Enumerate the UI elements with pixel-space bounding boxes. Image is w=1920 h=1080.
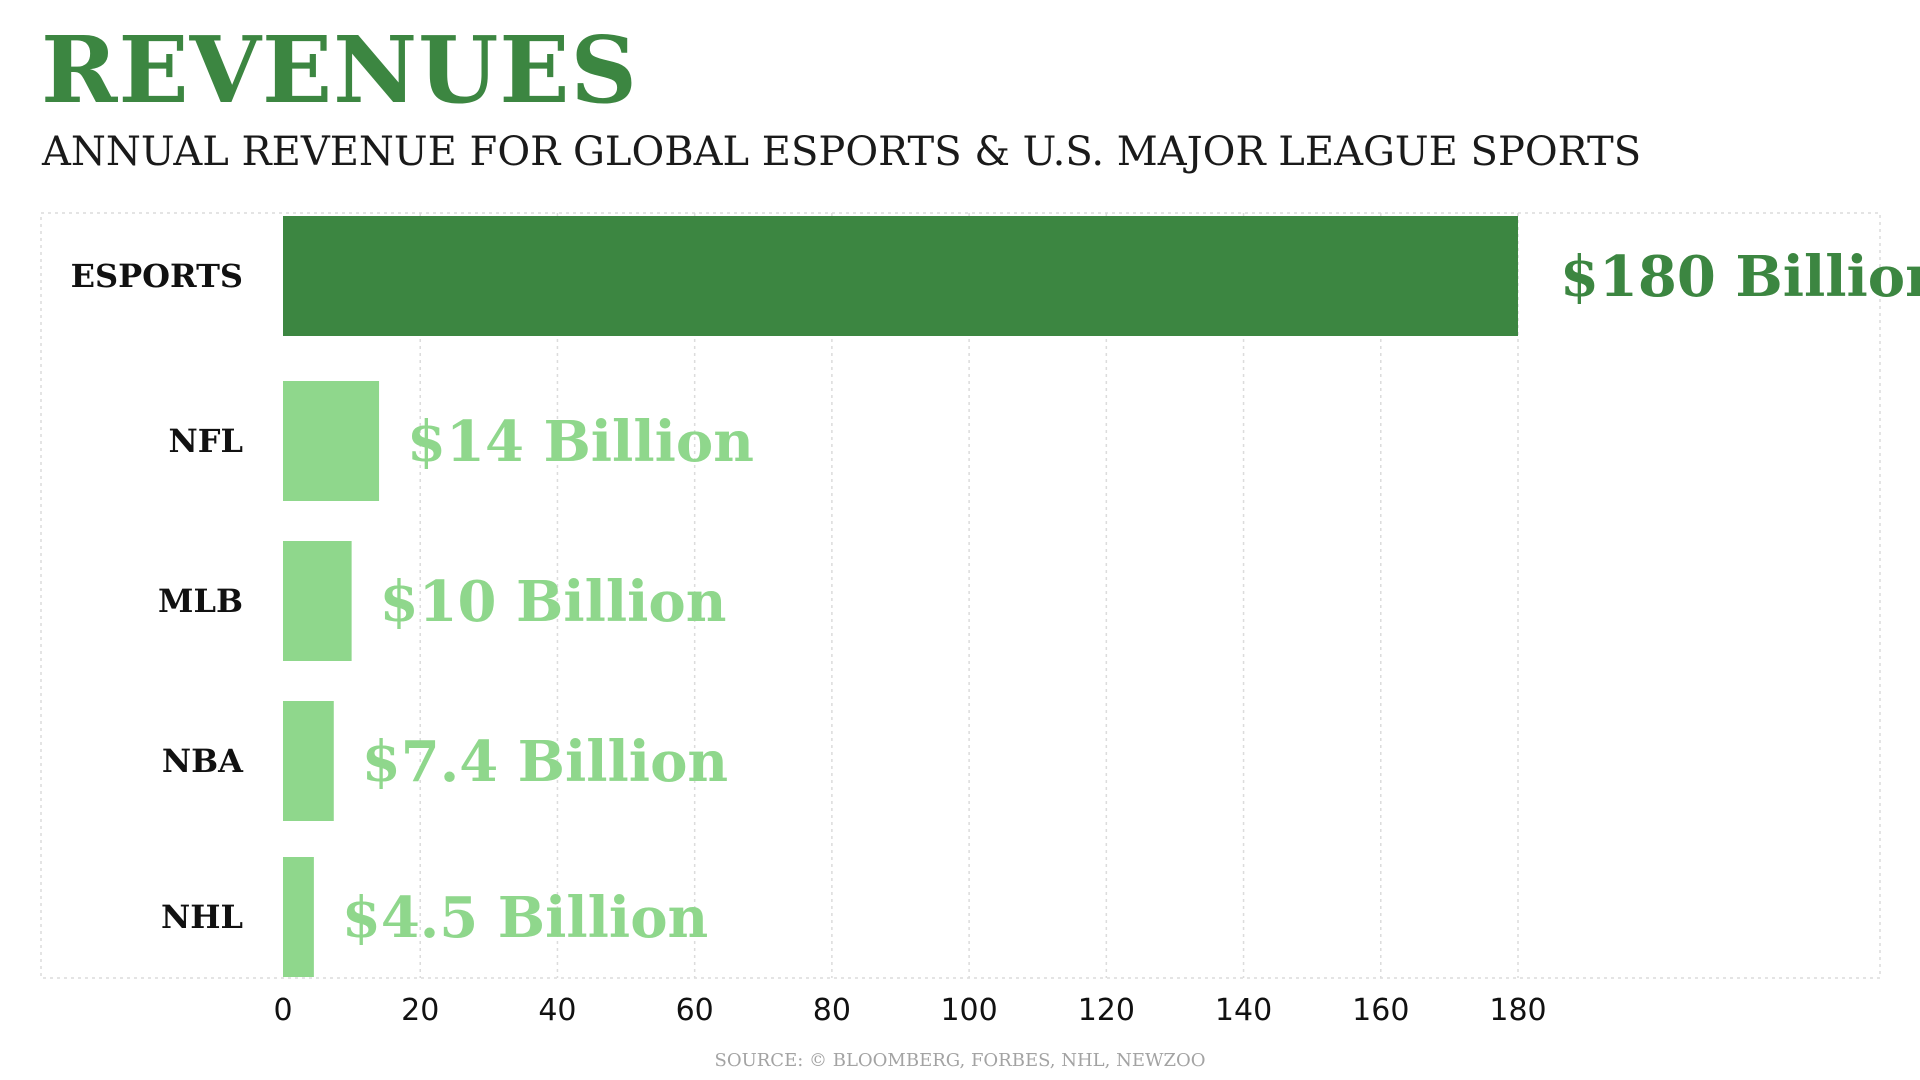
- value-label-esports: $180 Billion: [1560, 244, 1920, 310]
- grid-lines: [40, 212, 1881, 979]
- category-label-mlb: MLB: [158, 582, 243, 620]
- x-tick-label-60: 60: [676, 993, 714, 1028]
- x-tick-label-140: 140: [1215, 993, 1272, 1028]
- x-tick-label-80: 80: [813, 993, 851, 1028]
- chart-subtitle: ANNUAL REVENUE FOR GLOBAL ESPORTS & U.S.…: [42, 129, 1642, 175]
- bar-nhl: [283, 857, 314, 977]
- category-label-nba: NBA: [162, 742, 244, 780]
- x-axis-ticks: 0 20 40 60 80 100 120 140 160 180: [273, 993, 1546, 1028]
- category-labels: ESPORTS NFL MLB NBA NHL: [71, 257, 245, 936]
- value-labels: $180 Billion $14 Billion $10 Billion $7.4 B…: [342, 244, 1920, 951]
- value-label-mlb: $10 Billion: [380, 569, 727, 635]
- x-tick-label-40: 40: [538, 993, 576, 1028]
- value-label-nhl: $4.5 Billion: [342, 885, 708, 951]
- x-tick-label-120: 120: [1078, 993, 1135, 1028]
- x-tick-label-160: 160: [1352, 993, 1409, 1028]
- x-tick-label-20: 20: [401, 993, 439, 1028]
- plot-frame: [40, 212, 1881, 979]
- value-label-nfl: $14 Billion: [407, 409, 754, 475]
- bar-esports: [283, 216, 1518, 336]
- chart-title: REVENUES: [41, 16, 638, 124]
- bar-mlb: [283, 541, 352, 661]
- category-label-nhl: NHL: [161, 898, 243, 936]
- x-tick-label-0: 0: [273, 993, 292, 1028]
- bar-nfl: [283, 381, 380, 501]
- value-label-nba: $7.4 Billion: [362, 729, 728, 795]
- bar-nba: [283, 701, 334, 821]
- x-tick-label-100: 100: [940, 993, 997, 1028]
- category-label-esports: ESPORTS: [71, 257, 243, 295]
- x-tick-label-180: 180: [1489, 993, 1546, 1028]
- category-label-nfl: NFL: [169, 422, 243, 460]
- source-note: SOURCE: © BLOOMBERG, FORBES, NHL, NEWZOO: [714, 1050, 1206, 1071]
- bars: [283, 216, 1518, 977]
